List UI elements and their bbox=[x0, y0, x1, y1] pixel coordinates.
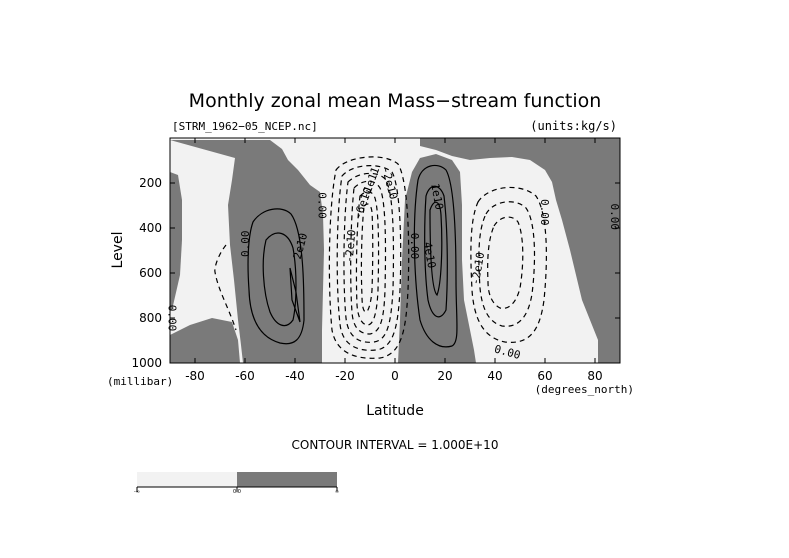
colorbar: -∞ 0.0 ∞ bbox=[134, 472, 339, 495]
colorbar-positive bbox=[237, 472, 337, 487]
hadley-dashed-contours bbox=[328, 156, 410, 359]
file-label: [STRM_1962−05_NCEP.nc] bbox=[172, 120, 318, 133]
contour-northern-3 bbox=[429, 201, 443, 297]
x-tick-label: 80 bbox=[587, 369, 602, 383]
x-tick-label: -40 bbox=[285, 369, 305, 383]
x-unit-label: (degrees_north) bbox=[535, 383, 634, 396]
contour-label: 0.00 bbox=[239, 231, 252, 258]
contour-label: 4e10 bbox=[421, 241, 438, 269]
x-tick-label: 20 bbox=[437, 369, 452, 383]
contour-label: 0.00 bbox=[316, 192, 329, 219]
contour-southern-3 bbox=[289, 267, 301, 323]
contour-northern-1 bbox=[413, 164, 458, 348]
contour-label: 0.00 bbox=[538, 199, 551, 226]
contour-southern-2 bbox=[262, 232, 297, 327]
contour-southern-1 bbox=[247, 208, 305, 345]
colorbar-tick-neg: -∞ bbox=[134, 489, 140, 495]
contour-edge-dashed bbox=[214, 244, 237, 331]
positive-region-southern-cell bbox=[170, 140, 324, 363]
positive-region-northern-top bbox=[420, 138, 620, 363]
x-tick-label: -20 bbox=[335, 369, 355, 383]
x-axis: -80 -60 -40 -20 0 20 40 60 80 bbox=[185, 138, 603, 383]
chart-title: Monthly zonal mean Mass−stream function bbox=[189, 90, 602, 112]
contour-labels: 2e100.000.000.00-2e10-6e10-1e11-2e100.00… bbox=[166, 165, 622, 362]
contour-northern-2 bbox=[424, 185, 448, 318]
x-axis-title: Latitude bbox=[366, 403, 424, 419]
contour-field bbox=[170, 138, 620, 363]
x-tick-label: -60 bbox=[235, 369, 255, 383]
contour-label: 0.00 bbox=[408, 233, 421, 260]
colorbar-tick-zero: 0.0 bbox=[233, 489, 241, 495]
y-unit-label: (millibar) bbox=[107, 375, 173, 388]
y-tick-label: 800 bbox=[139, 311, 162, 325]
colorbar-negative bbox=[137, 472, 237, 487]
x-tick-label: -80 bbox=[185, 369, 205, 383]
ferrel-dashed-contours bbox=[470, 186, 547, 343]
y-tick-label: 200 bbox=[139, 176, 162, 190]
positive-region-southern-edge bbox=[170, 172, 182, 310]
positive-region-southern-corner bbox=[170, 318, 240, 363]
contour-label: -2e10 bbox=[469, 251, 488, 286]
y-tick-label: 1000 bbox=[131, 356, 162, 370]
y-axis: 200 400 600 800 1000 bbox=[131, 176, 620, 370]
x-tick-label: 0 bbox=[391, 369, 399, 383]
x-tick-label: 60 bbox=[537, 369, 552, 383]
y-axis-title: Level bbox=[110, 232, 126, 269]
x-tick-label: 40 bbox=[487, 369, 502, 383]
contour-label: 0.00 bbox=[608, 204, 621, 231]
contour-label: 1e10 bbox=[428, 182, 445, 210]
units-label: (units:kg/s) bbox=[530, 119, 617, 133]
contour-lines bbox=[214, 156, 547, 359]
contour-label: -2e10 bbox=[343, 229, 359, 263]
y-tick-label: 400 bbox=[139, 221, 162, 235]
y-tick-label: 600 bbox=[139, 266, 162, 280]
colorbar-tick-pos: ∞ bbox=[335, 489, 339, 495]
contour-interval-label: CONTOUR INTERVAL = 1.000E+10 bbox=[292, 438, 499, 452]
